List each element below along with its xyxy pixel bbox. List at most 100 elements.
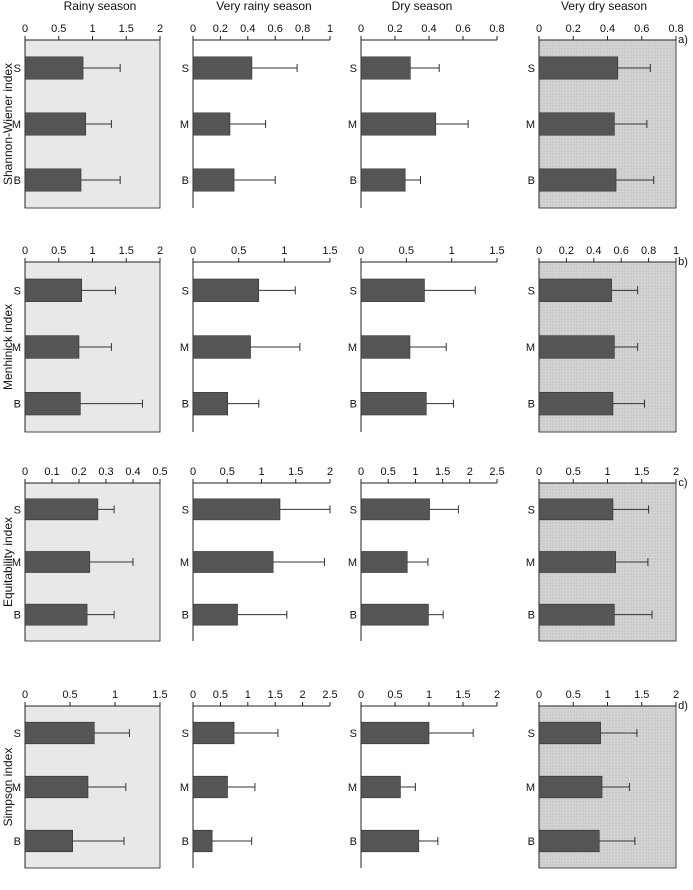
x-tick-label: 0 bbox=[190, 689, 196, 701]
row-label-1: Menhinick index bbox=[1, 304, 15, 390]
bar-S bbox=[360, 56, 411, 80]
bar-B bbox=[360, 392, 427, 416]
row-label-2: Equitability index bbox=[1, 517, 15, 607]
panel-r1-c0: 0 0.5 1 1.5 2 S M B bbox=[12, 245, 163, 433]
bar-B bbox=[24, 392, 81, 416]
category-label: S bbox=[14, 728, 21, 740]
x-tick-label: 1 bbox=[281, 245, 287, 257]
category-label: M bbox=[526, 782, 535, 794]
x-tick-label: 0 bbox=[536, 245, 542, 257]
bar-M bbox=[360, 112, 437, 136]
bar-B bbox=[360, 603, 429, 626]
bar-S bbox=[192, 56, 253, 80]
category-label: S bbox=[528, 285, 535, 297]
category-label: B bbox=[528, 175, 535, 187]
x-tick-label: 0 bbox=[190, 466, 196, 478]
category-label: M bbox=[12, 557, 21, 569]
column-title-0: Rainy season bbox=[64, 0, 137, 13]
x-tick-label: 0.2 bbox=[71, 466, 86, 478]
x-tick-label: 0.5 bbox=[381, 466, 396, 478]
category-label: B bbox=[350, 610, 357, 622]
category-label: S bbox=[182, 63, 189, 75]
x-tick-label: 1.5 bbox=[634, 689, 649, 701]
category-label: S bbox=[528, 504, 535, 516]
x-tick-label: 0.5 bbox=[152, 466, 167, 478]
bar-S bbox=[24, 56, 84, 80]
category-label: B bbox=[14, 610, 21, 622]
bar-B bbox=[538, 168, 617, 192]
bar-B bbox=[538, 392, 614, 416]
panel-r3-c0: 0 0.5 1 1.5 S M B bbox=[12, 689, 168, 869]
x-tick-label: 0.5 bbox=[51, 23, 66, 35]
x-tick-label: 1 bbox=[258, 466, 264, 478]
bar-B bbox=[192, 168, 235, 192]
panel-r1-c1: 0 0.5 1 1.5 S M B bbox=[180, 245, 338, 432]
category-label: S bbox=[350, 63, 357, 75]
x-tick-label: 0.5 bbox=[399, 245, 414, 257]
x-tick-label: 0.4 bbox=[421, 23, 436, 35]
bar-B bbox=[360, 829, 420, 853]
x-tick-label: 2 bbox=[467, 466, 473, 478]
x-tick-label: 0.4 bbox=[586, 245, 601, 257]
category-label: M bbox=[526, 342, 535, 354]
bar-M bbox=[24, 775, 89, 799]
x-tick-label: 0 bbox=[190, 245, 196, 257]
x-tick-label: 1 bbox=[245, 689, 251, 701]
x-tick-label: 0.3 bbox=[98, 466, 113, 478]
x-tick-label: 0.5 bbox=[566, 466, 581, 478]
bar-M bbox=[24, 551, 91, 573]
bar-S bbox=[360, 498, 430, 521]
x-tick-label: 0.4 bbox=[125, 466, 140, 478]
bar-M bbox=[538, 775, 603, 799]
category-label: S bbox=[182, 504, 189, 516]
category-label: M bbox=[526, 557, 535, 569]
category-label: B bbox=[182, 399, 189, 411]
x-tick-label: 2 bbox=[673, 466, 679, 478]
bar-B bbox=[24, 829, 74, 853]
bar-S bbox=[24, 498, 99, 521]
panel-r3-c1: 0 0.5 1 1.5 2 2.5 S M B bbox=[180, 689, 338, 868]
bar-S bbox=[24, 721, 95, 745]
x-tick-label: 2.5 bbox=[489, 466, 504, 478]
x-tick-label: 0.5 bbox=[213, 689, 228, 701]
x-tick-label: 1.5 bbox=[268, 689, 283, 701]
bar-M bbox=[24, 335, 80, 359]
x-tick-label: 0 bbox=[536, 689, 542, 701]
panel-r2-c1: 0 0.5 1 1.5 2 S M B bbox=[180, 466, 333, 641]
panel-r1-c2: 0 0.5 1 1.5 S M B bbox=[348, 245, 505, 432]
bar-M bbox=[24, 112, 87, 136]
bar-M bbox=[538, 112, 615, 136]
panel-r2-c3: 0 0.5 1 1.5 2 S M Bc) bbox=[526, 466, 688, 642]
bar-S bbox=[24, 278, 83, 302]
category-label: M bbox=[348, 342, 357, 354]
panel-r0-c3: 0 0.2 0.4 0.6 0.8 S M Ba) bbox=[526, 23, 688, 209]
x-tick-label: 0 bbox=[22, 466, 28, 478]
category-label: M bbox=[180, 119, 189, 131]
category-label: S bbox=[350, 728, 357, 740]
bar-M bbox=[192, 335, 251, 359]
category-label: M bbox=[526, 119, 535, 131]
x-tick-label: 0.8 bbox=[489, 23, 504, 35]
column-title-1: Very rainy season bbox=[216, 0, 311, 13]
category-label: B bbox=[14, 836, 21, 848]
panel-r3-c3: 0 0.5 1 1.5 2 S M Bd) bbox=[526, 689, 688, 869]
x-tick-label: 1.5 bbox=[322, 245, 337, 257]
x-tick-label: 1.5 bbox=[489, 245, 504, 257]
bar-M bbox=[192, 112, 231, 136]
bar-M bbox=[192, 775, 228, 799]
category-label: S bbox=[14, 285, 21, 297]
x-tick-label: 2 bbox=[300, 689, 306, 701]
x-tick-label: 0.2 bbox=[213, 23, 228, 35]
row-label-3: Simpson index bbox=[1, 748, 15, 827]
x-tick-label: 0.5 bbox=[566, 689, 581, 701]
category-label: B bbox=[350, 399, 357, 411]
category-label: M bbox=[180, 342, 189, 354]
x-tick-label: 1.5 bbox=[435, 466, 450, 478]
x-tick-label: 0.6 bbox=[268, 23, 283, 35]
bar-B bbox=[24, 168, 82, 192]
bar-S bbox=[538, 498, 614, 521]
panel-r0-c2: 0 0.2 0.4 0.6 0.8 S M B bbox=[348, 23, 505, 208]
category-label: S bbox=[350, 504, 357, 516]
x-tick-label: 0 bbox=[358, 689, 364, 701]
bar-S bbox=[538, 721, 601, 745]
